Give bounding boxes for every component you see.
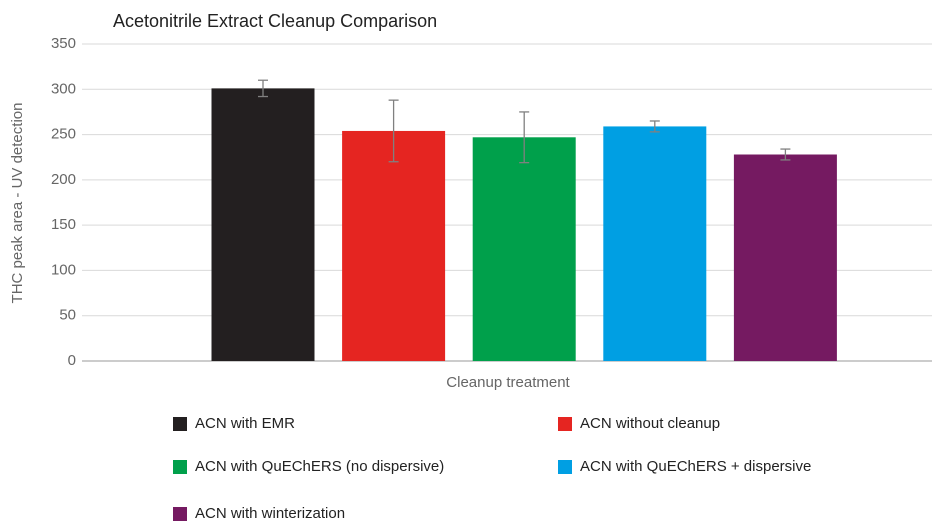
y-tick-label: 350: [51, 35, 76, 52]
y-tick-label: 200: [51, 171, 76, 188]
legend-swatch: [173, 417, 187, 431]
legend-swatch: [558, 417, 572, 431]
legend-label: ACN with QuEChERS (no dispersive): [195, 458, 444, 475]
y-tick-label: 0: [68, 352, 76, 369]
y-tick-label: 300: [51, 80, 76, 97]
error-bar: [519, 111, 530, 164]
bar: [733, 154, 837, 361]
legend-label: ACN with EMR: [195, 415, 295, 432]
y-tick-label: 50: [59, 307, 76, 324]
chart-title: Acetonitrile Extract Cleanup Comparison: [113, 11, 437, 31]
legend-swatch: [173, 507, 187, 521]
y-tick-label: 150: [51, 216, 76, 233]
error-bar: [780, 148, 791, 161]
bar: [603, 126, 707, 361]
y-tick-label: 250: [51, 126, 76, 143]
legend-swatch: [173, 460, 187, 474]
y-axis-label: THC peak area - UV detection: [9, 103, 26, 304]
x-axis-label: Cleanup treatment: [446, 374, 570, 391]
error-bar: [258, 79, 268, 98]
y-tick-label: 100: [51, 261, 76, 278]
legend-swatch: [558, 460, 572, 474]
legend-label: ACN without cleanup: [580, 415, 720, 432]
error-bar: [649, 120, 660, 133]
error-bar: [388, 99, 399, 163]
bar: [211, 88, 315, 361]
bar: [472, 137, 576, 361]
legend-label: ACN with winterization: [195, 505, 345, 522]
legend-label: ACN with QuEChERS + dispersive: [580, 458, 811, 475]
bar: [342, 130, 446, 361]
